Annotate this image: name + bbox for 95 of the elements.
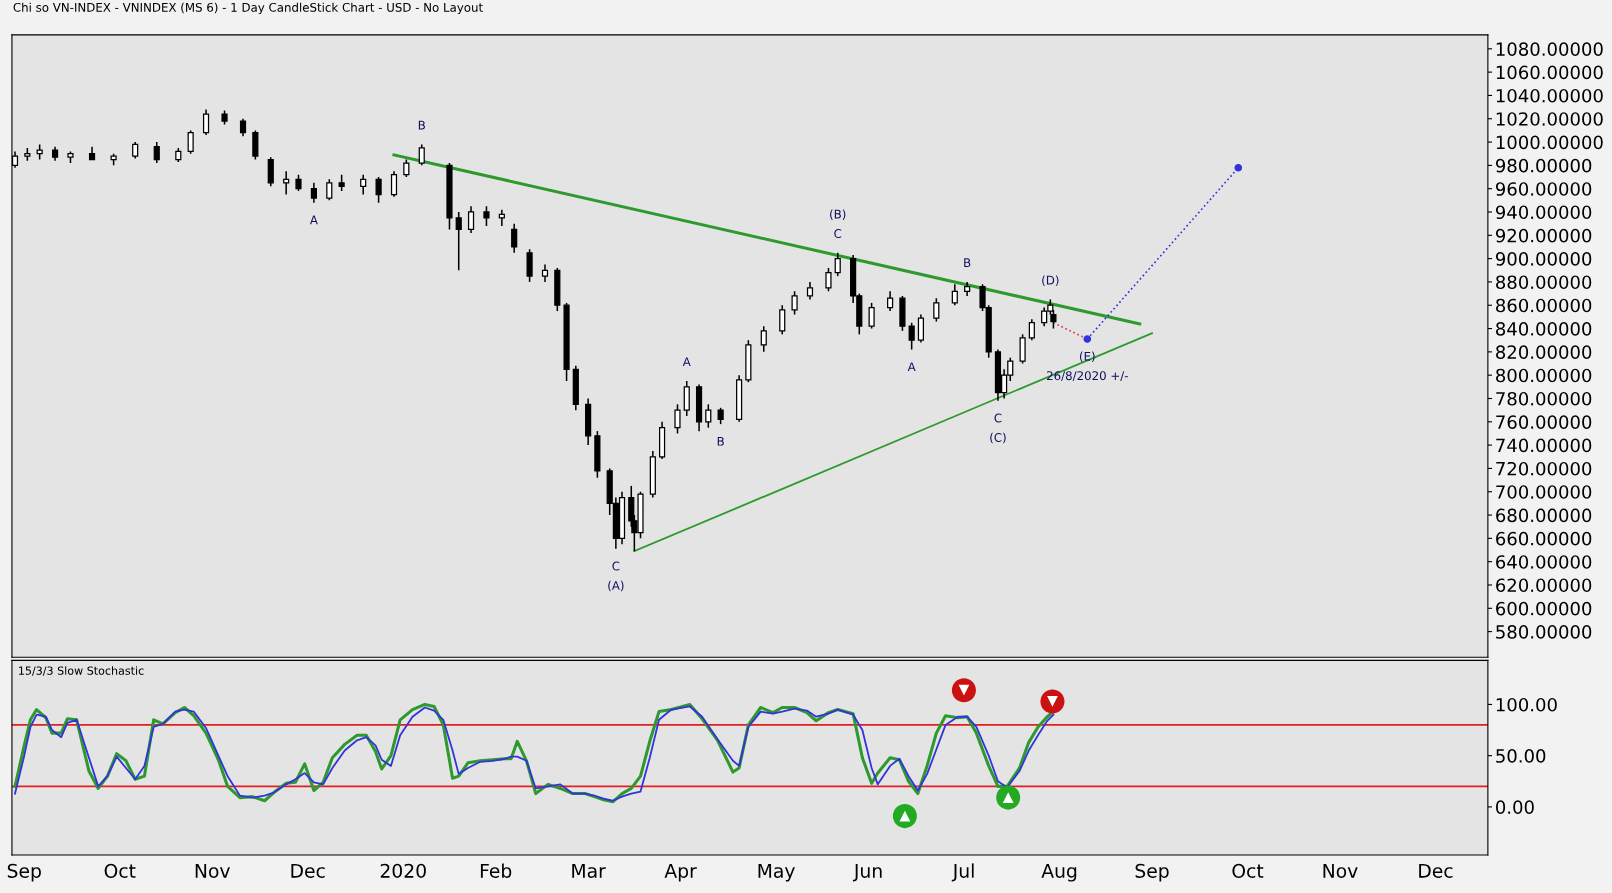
candlestick <box>360 173 367 196</box>
candlestick <box>1019 333 1026 365</box>
y-tick-label: 940.00000 <box>1495 205 1592 220</box>
y-tick-label: 900.00000 <box>1495 252 1592 266</box>
candlestick <box>310 182 317 204</box>
annotation: B <box>964 258 971 267</box>
candlestick <box>933 297 940 323</box>
annotation: C <box>612 561 620 571</box>
x-tick-label: Aug <box>1041 863 1077 882</box>
annotation: A <box>907 362 916 371</box>
candlestick <box>375 176 382 204</box>
candlestick <box>951 283 958 307</box>
y-tick-label: 640.00000 <box>1496 555 1592 569</box>
y-tick-label: 700.00000 <box>1496 485 1592 499</box>
candlestick <box>202 108 210 136</box>
candlestick <box>526 248 533 283</box>
x-tick-label: Mar <box>572 863 606 878</box>
y-tick-label: 920.00000 <box>1495 228 1592 243</box>
chart-title: 15/3/3 Slow Stochastic <box>19 666 144 676</box>
candlestick <box>252 129 259 161</box>
candlestick <box>868 302 875 330</box>
annotation: A <box>682 357 691 367</box>
candlestick <box>153 141 160 164</box>
x-tick-label: Jun <box>852 863 882 882</box>
y-tick-label: 880.00000 <box>1496 275 1592 290</box>
candlestick <box>908 321 915 351</box>
candlestick <box>834 252 841 277</box>
candlestick <box>326 178 333 202</box>
annotation: (C) <box>990 432 1006 444</box>
x-tick-label: Sep <box>7 863 41 882</box>
y-tick-label: 780.00000 <box>1496 391 1592 406</box>
y-tick-label: 840.00000 <box>1496 322 1592 336</box>
candlestick <box>455 211 462 272</box>
candlestick <box>483 205 490 227</box>
x-tick-label: Feb <box>480 863 512 878</box>
y-tick-label: 760.00000 <box>1496 415 1592 429</box>
candlestick <box>1028 318 1035 341</box>
annotation: B <box>418 120 425 130</box>
candlestick <box>267 156 274 188</box>
x-tick-label: Dec <box>291 863 325 878</box>
annotation: 26/8/2020 +/- <box>1046 371 1128 382</box>
candlestick <box>187 129 194 155</box>
candlestick <box>418 143 425 167</box>
candlestick <box>825 267 832 293</box>
candlestick <box>674 403 681 435</box>
annotation: C <box>994 413 1002 423</box>
annotation: (E) <box>1079 351 1095 363</box>
y-tick-label: 0.00 <box>1496 800 1534 815</box>
x-tick-label: Nov <box>1323 863 1358 878</box>
y-tick-label: 960.00000 <box>1495 182 1592 196</box>
y-tick-label: 980.00000 <box>1495 158 1592 173</box>
y-tick-label: 1060.00000 <box>1496 65 1603 80</box>
annotation: C <box>834 229 842 238</box>
x-tick-label: Sep <box>1135 863 1169 882</box>
candlestick <box>779 304 786 336</box>
candlestick <box>887 290 894 312</box>
y-tick-label: 620.00000 <box>1496 578 1592 593</box>
y-tick-label: 1000.00000 <box>1496 135 1603 150</box>
candlestick <box>705 403 712 429</box>
x-tick-label: May <box>758 863 795 882</box>
candlestick <box>511 222 518 254</box>
x-tick-label: Dec <box>1419 863 1453 878</box>
annotation: B <box>717 436 724 446</box>
y-tick-label: 820.00000 <box>1496 345 1592 359</box>
y-tick-label: 720.00000 <box>1496 461 1592 476</box>
candlestick <box>917 313 925 344</box>
chart-title: Chi so VN-INDEX - VNINDEX (MS 6) - 1 Day CandleStick Chart - USD - No Layout <box>13 2 483 15</box>
x-tick-label: Nov <box>195 863 230 878</box>
y-tick-label: 50.00 <box>1496 749 1546 763</box>
y-tick-label: 680.00000 <box>1496 508 1592 523</box>
candlestick <box>683 380 690 417</box>
candlestick <box>467 205 475 234</box>
y-tick-label: 1040.00000 <box>1496 88 1603 103</box>
y-tick-label: 1080.00000 <box>1496 42 1603 56</box>
x-tick-label: Oct <box>1232 863 1264 878</box>
x-tick-label: Oct <box>104 863 136 878</box>
candlestick <box>760 325 767 353</box>
y-tick-label: 860.00000 <box>1496 298 1592 313</box>
y-tick-label: 740.00000 <box>1496 438 1592 453</box>
candlestick <box>791 290 798 316</box>
annotation: (A) <box>608 580 624 592</box>
candlestick <box>390 170 398 198</box>
x-tick-label: Apr <box>664 863 697 882</box>
y-tick-label: 600.00000 <box>1496 601 1592 616</box>
annotation: A <box>309 215 318 225</box>
y-tick-label: 800.00000 <box>1496 368 1592 383</box>
x-tick-label: Jul <box>951 863 974 882</box>
annotation: (B) <box>830 209 846 220</box>
annotation: (D) <box>1042 275 1059 287</box>
x-tick-label: 2020 <box>380 863 426 878</box>
y-tick-label: 660.00000 <box>1496 531 1592 546</box>
y-tick-label: 580.00000 <box>1496 625 1592 639</box>
y-tick-label: 100.00 <box>1496 697 1557 712</box>
y-tick-label: 1020.00000 <box>1496 112 1603 126</box>
candlestick <box>283 170 290 196</box>
